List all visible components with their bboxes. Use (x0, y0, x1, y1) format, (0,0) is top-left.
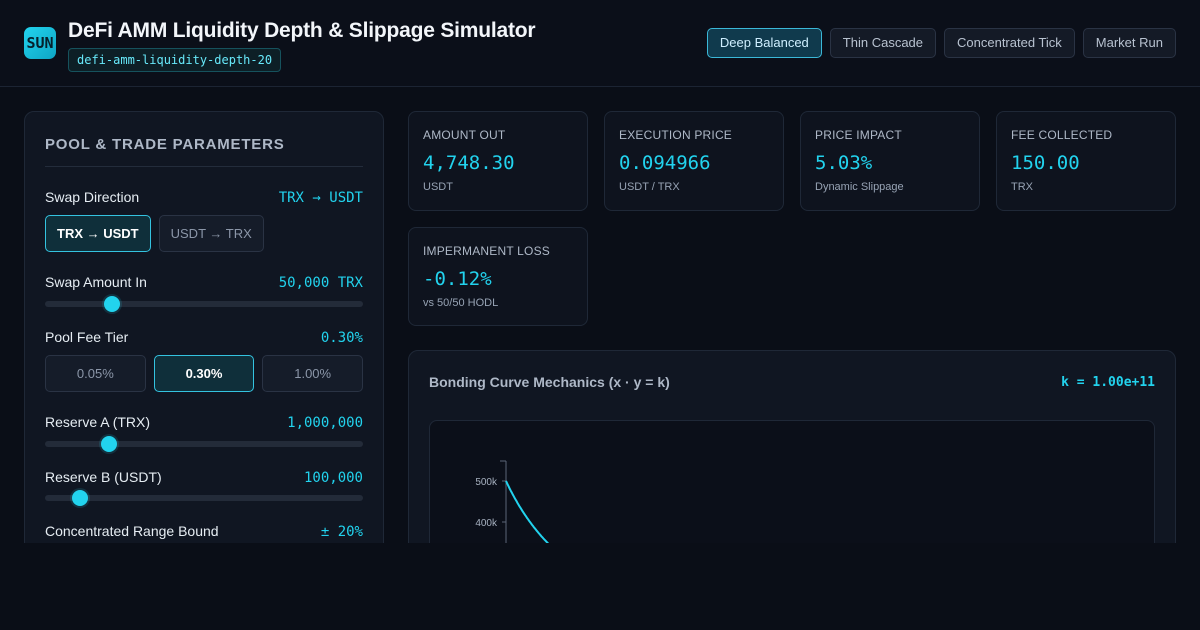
preset-thin-cascade-button[interactable]: Thin Cascade (829, 28, 937, 58)
reserve-a-value: 1,000,000 (287, 415, 363, 431)
swap-direction-toggle: TRX → USDT USDT → TRX (45, 215, 363, 252)
stat-value: 5.03% (815, 152, 873, 174)
fee-tier-value: 0.30% (320, 330, 363, 346)
fee-tier-100-button[interactable]: 1.00% (262, 355, 364, 392)
fee-tier-005-button[interactable]: 0.05% (45, 355, 146, 392)
stat-label: AMOUNT OUT (423, 128, 506, 142)
swap-amount-slider-thumb[interactable] (103, 296, 120, 312)
page-title: DeFi AMM Liquidity Depth & Slippage Simu… (68, 19, 536, 42)
bonding-curve-line (505, 480, 555, 551)
swap-amount-value: 50,000 TRX (278, 275, 363, 291)
stat-label: IMPERMANENT LOSS (423, 244, 551, 258)
preset-concentrated-tick-button[interactable]: Concentrated Tick (944, 28, 1075, 58)
curve-title: Bonding Curve Mechanics (x · y = k) (429, 374, 670, 390)
app-header: SUN DeFi AMM Liquidity Depth & Slippage … (0, 0, 1200, 87)
stat-label: FEE COLLECTED (1011, 128, 1113, 142)
stat-card-fee-collected: FEE COLLECTED 150.00 TRX (996, 111, 1176, 211)
reserve-b-label: Reserve B (USDT) (45, 469, 162, 485)
preset-deep-balanced-button[interactable]: Deep Balanced (706, 28, 822, 58)
stat-value: 150.00 (1011, 152, 1080, 174)
reserve-b-slider-thumb[interactable] (71, 490, 88, 506)
direction-trx-usdt-button[interactable]: TRX → USDT (45, 215, 151, 252)
swap-amount-slider[interactable] (45, 296, 363, 312)
y-tick-label: 400k (475, 518, 498, 529)
preset-market-run-button[interactable]: Market Run (1082, 28, 1176, 58)
stat-sub: vs 50/50 HODL (423, 297, 499, 309)
stat-value: 4,748.30 (423, 152, 515, 174)
panel-divider (45, 166, 363, 167)
stat-sub: USDT (423, 181, 453, 193)
range-bound-label: Concentrated Range Bound (45, 523, 219, 539)
swap-direction-label: Swap Direction (45, 189, 140, 205)
scenario-slug-badge: defi-amm-liquidity-depth-20 (68, 48, 282, 72)
reserve-a-slider-thumb[interactable] (100, 436, 117, 452)
reserve-b-value: 100,000 (303, 470, 363, 486)
swap-amount-label: Swap Amount In (45, 274, 147, 290)
parameters-panel: POOL & TRADE PARAMETERS Swap Direction T… (24, 111, 384, 571)
panel-title: POOL & TRADE PARAMETERS (45, 136, 285, 153)
preset-button-group: Deep Balanced Thin Cascade Concentrated … (706, 28, 1176, 58)
fee-tier-030-button[interactable]: 0.30% (153, 355, 255, 392)
stat-value: 0.094966 (619, 152, 711, 174)
curve-k-value: k = 1.00e+11 (1061, 375, 1155, 390)
stat-label: EXECUTION PRICE (619, 128, 733, 142)
stat-card-impermanent-loss: IMPERMANENT LOSS -0.12% vs 50/50 HODL (408, 227, 588, 326)
stat-sub: Dynamic Slippage (815, 181, 904, 193)
y-tick-label: 500k (475, 477, 498, 488)
reserve-a-slider[interactable] (45, 436, 363, 452)
stat-label: PRICE IMPACT (815, 128, 902, 142)
reserve-b-slider[interactable] (45, 490, 363, 506)
stat-value: -0.12% (423, 268, 492, 290)
range-bound-value: ± 20% (320, 524, 363, 540)
fee-tier-label: Pool Fee Tier (45, 329, 129, 345)
stat-card-execution-price: EXECUTION PRICE 0.094966 USDT / TRX (604, 111, 784, 211)
sun-logo-icon: SUN (24, 27, 56, 59)
reserve-a-label: Reserve A (TRX) (45, 414, 151, 430)
stat-sub: USDT / TRX (619, 181, 680, 193)
viewport-bottom (0, 543, 1200, 630)
direction-usdt-trx-button[interactable]: USDT → TRX (158, 215, 264, 252)
swap-direction-value: TRX → USDT (278, 190, 363, 206)
stat-card-price-impact: PRICE IMPACT 5.03% Dynamic Slippage (800, 111, 980, 211)
fee-tier-selector: 0.05% 0.30% 1.00% (45, 355, 364, 392)
stat-card-amount-out: AMOUNT OUT 4,748.30 USDT (408, 111, 588, 211)
stat-sub: TRX (1011, 181, 1033, 193)
